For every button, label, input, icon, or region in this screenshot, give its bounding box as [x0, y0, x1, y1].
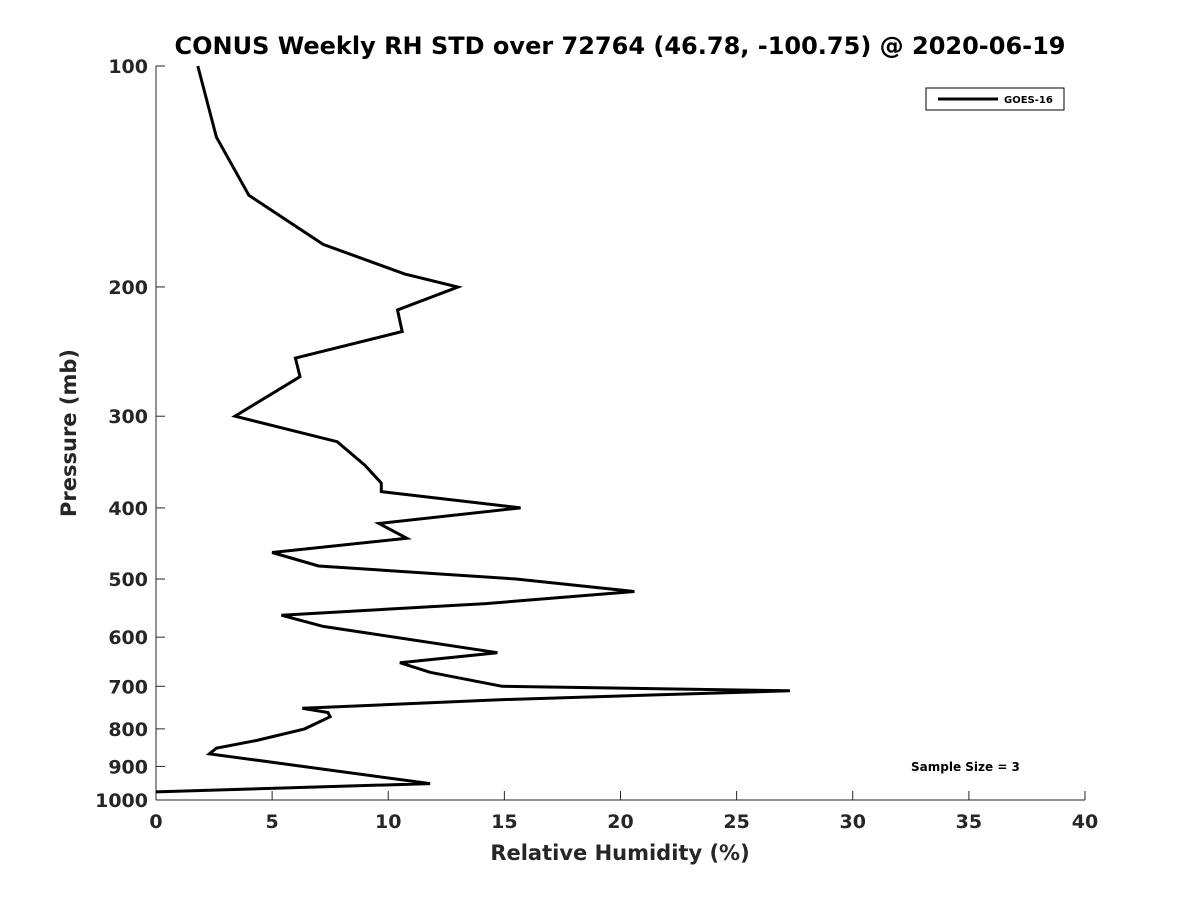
- y-tick-label: 600: [108, 627, 148, 649]
- x-tick-label: 10: [375, 811, 401, 833]
- x-tick-label: 20: [607, 811, 633, 833]
- y-tick-label: 700: [108, 676, 148, 698]
- y-tick-label: 200: [108, 277, 148, 299]
- y-tick-label: 400: [108, 498, 148, 520]
- x-axis: 0 5 10 15 20 25 30 35 40: [149, 791, 1098, 833]
- x-tick-label: 15: [491, 811, 517, 833]
- sample-size-annotation: Sample Size = 3: [911, 760, 1020, 774]
- series-layer: [155, 65, 791, 794]
- y-axis: 100 200 300 400 500 600 700 800 900 1000: [95, 56, 165, 812]
- y-tick-label: 500: [108, 569, 148, 591]
- y-tick-label: 300: [108, 406, 148, 428]
- x-tick-label: 25: [723, 811, 749, 833]
- y-tick-label: 800: [108, 719, 148, 741]
- series-line-goes-16: [155, 65, 791, 794]
- x-tick-label: 0: [149, 811, 162, 833]
- legend: GOES-16: [925, 87, 1065, 111]
- x-tick-label: 30: [840, 811, 866, 833]
- x-tick-label: 40: [1072, 811, 1098, 833]
- y-tick-label: 1000: [95, 790, 148, 812]
- x-tick-label: 35: [956, 811, 982, 833]
- axes-frame: [156, 66, 1085, 800]
- x-axis-label: Relative Humidity (%): [490, 841, 749, 865]
- y-tick-label: 100: [108, 56, 148, 78]
- y-tick-label: 900: [108, 756, 148, 778]
- plot-area: [156, 66, 1085, 800]
- legend-entry-goes-16: GOES-16: [1004, 95, 1053, 106]
- y-axis-label: Pressure (mb): [57, 349, 81, 517]
- x-tick-label: 5: [266, 811, 279, 833]
- chart-title: CONUS Weekly RH STD over 72764 (46.78, -…: [174, 32, 1065, 60]
